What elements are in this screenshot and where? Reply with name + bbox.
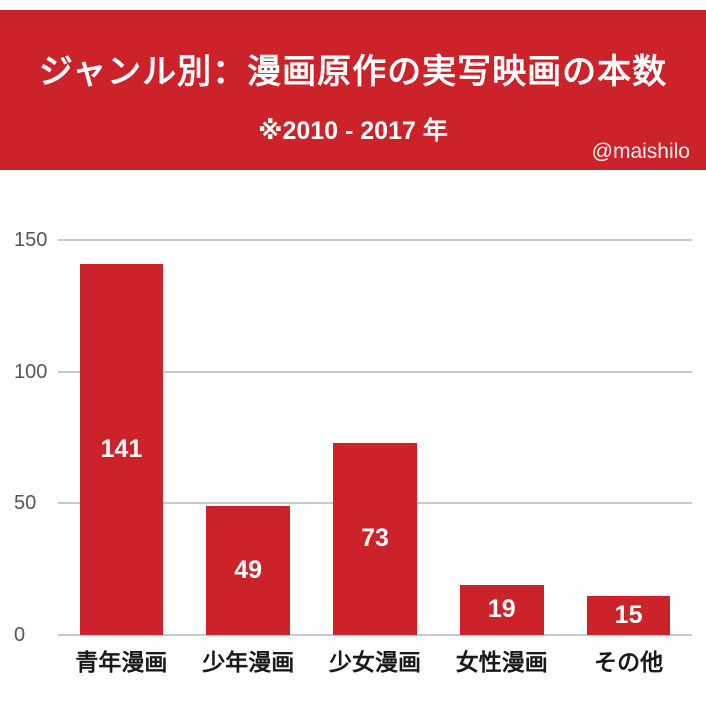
bar-少年漫画: 49 [206, 505, 291, 635]
gridline [58, 370, 692, 373]
y-axis-tick-label: 0 [14, 624, 26, 646]
x-axis-category-label: 少年漫画 [202, 649, 295, 675]
bar-女性漫画: 19 [459, 584, 544, 635]
credit-handle: @maishilo [591, 140, 690, 163]
bar-value-label: 19 [487, 595, 516, 624]
bar-value-label: 49 [234, 555, 263, 584]
x-axis-category-label: 少女漫画 [328, 649, 421, 675]
y-axis-tick-label: 150 [14, 229, 48, 251]
bar-その他: 15 [586, 595, 671, 635]
x-axis-category-label: その他 [594, 649, 664, 675]
x-axis-category-label: 女性漫画 [455, 649, 548, 675]
bar-slot: 141 青年漫画 [58, 240, 185, 675]
bar-slot: 49 少年漫画 [185, 240, 312, 675]
gridline [58, 239, 692, 241]
bar-少女漫画: 73 [333, 442, 417, 635]
x-axis-category-label: 青年漫画 [75, 649, 168, 675]
bar-青年漫画: 141 [79, 263, 164, 635]
bars-container: 141 青年漫画 49 少年漫画 73 少女漫画 19 女性漫画 15 その他 [58, 240, 692, 675]
header-banner: ジャンル別：漫画原作の実写映画の本数 ※2010 - 2017 年 @maish… [0, 10, 706, 170]
bar-slot: 15 その他 [565, 240, 692, 675]
plot-area: 0 50 100 150 141 青年漫画 49 少年漫画 73 少女漫画 19 女性漫画 15 その他 [14, 230, 692, 675]
bar-slot: 73 少女漫画 [312, 240, 439, 675]
bar-value-label: 15 [614, 600, 643, 629]
y-axis-tick-label: 100 [14, 360, 48, 383]
chart-subtitle: ※2010 - 2017 年 [258, 117, 448, 145]
chart-title: ジャンル別：漫画原作の実写映画の本数 [38, 53, 668, 91]
y-axis-tick-label: 50 [14, 492, 37, 515]
bar-slot: 19 女性漫画 [438, 240, 565, 675]
bar-value-label: 141 [100, 434, 143, 463]
gridline [58, 634, 692, 636]
bar-value-label: 73 [361, 524, 389, 553]
